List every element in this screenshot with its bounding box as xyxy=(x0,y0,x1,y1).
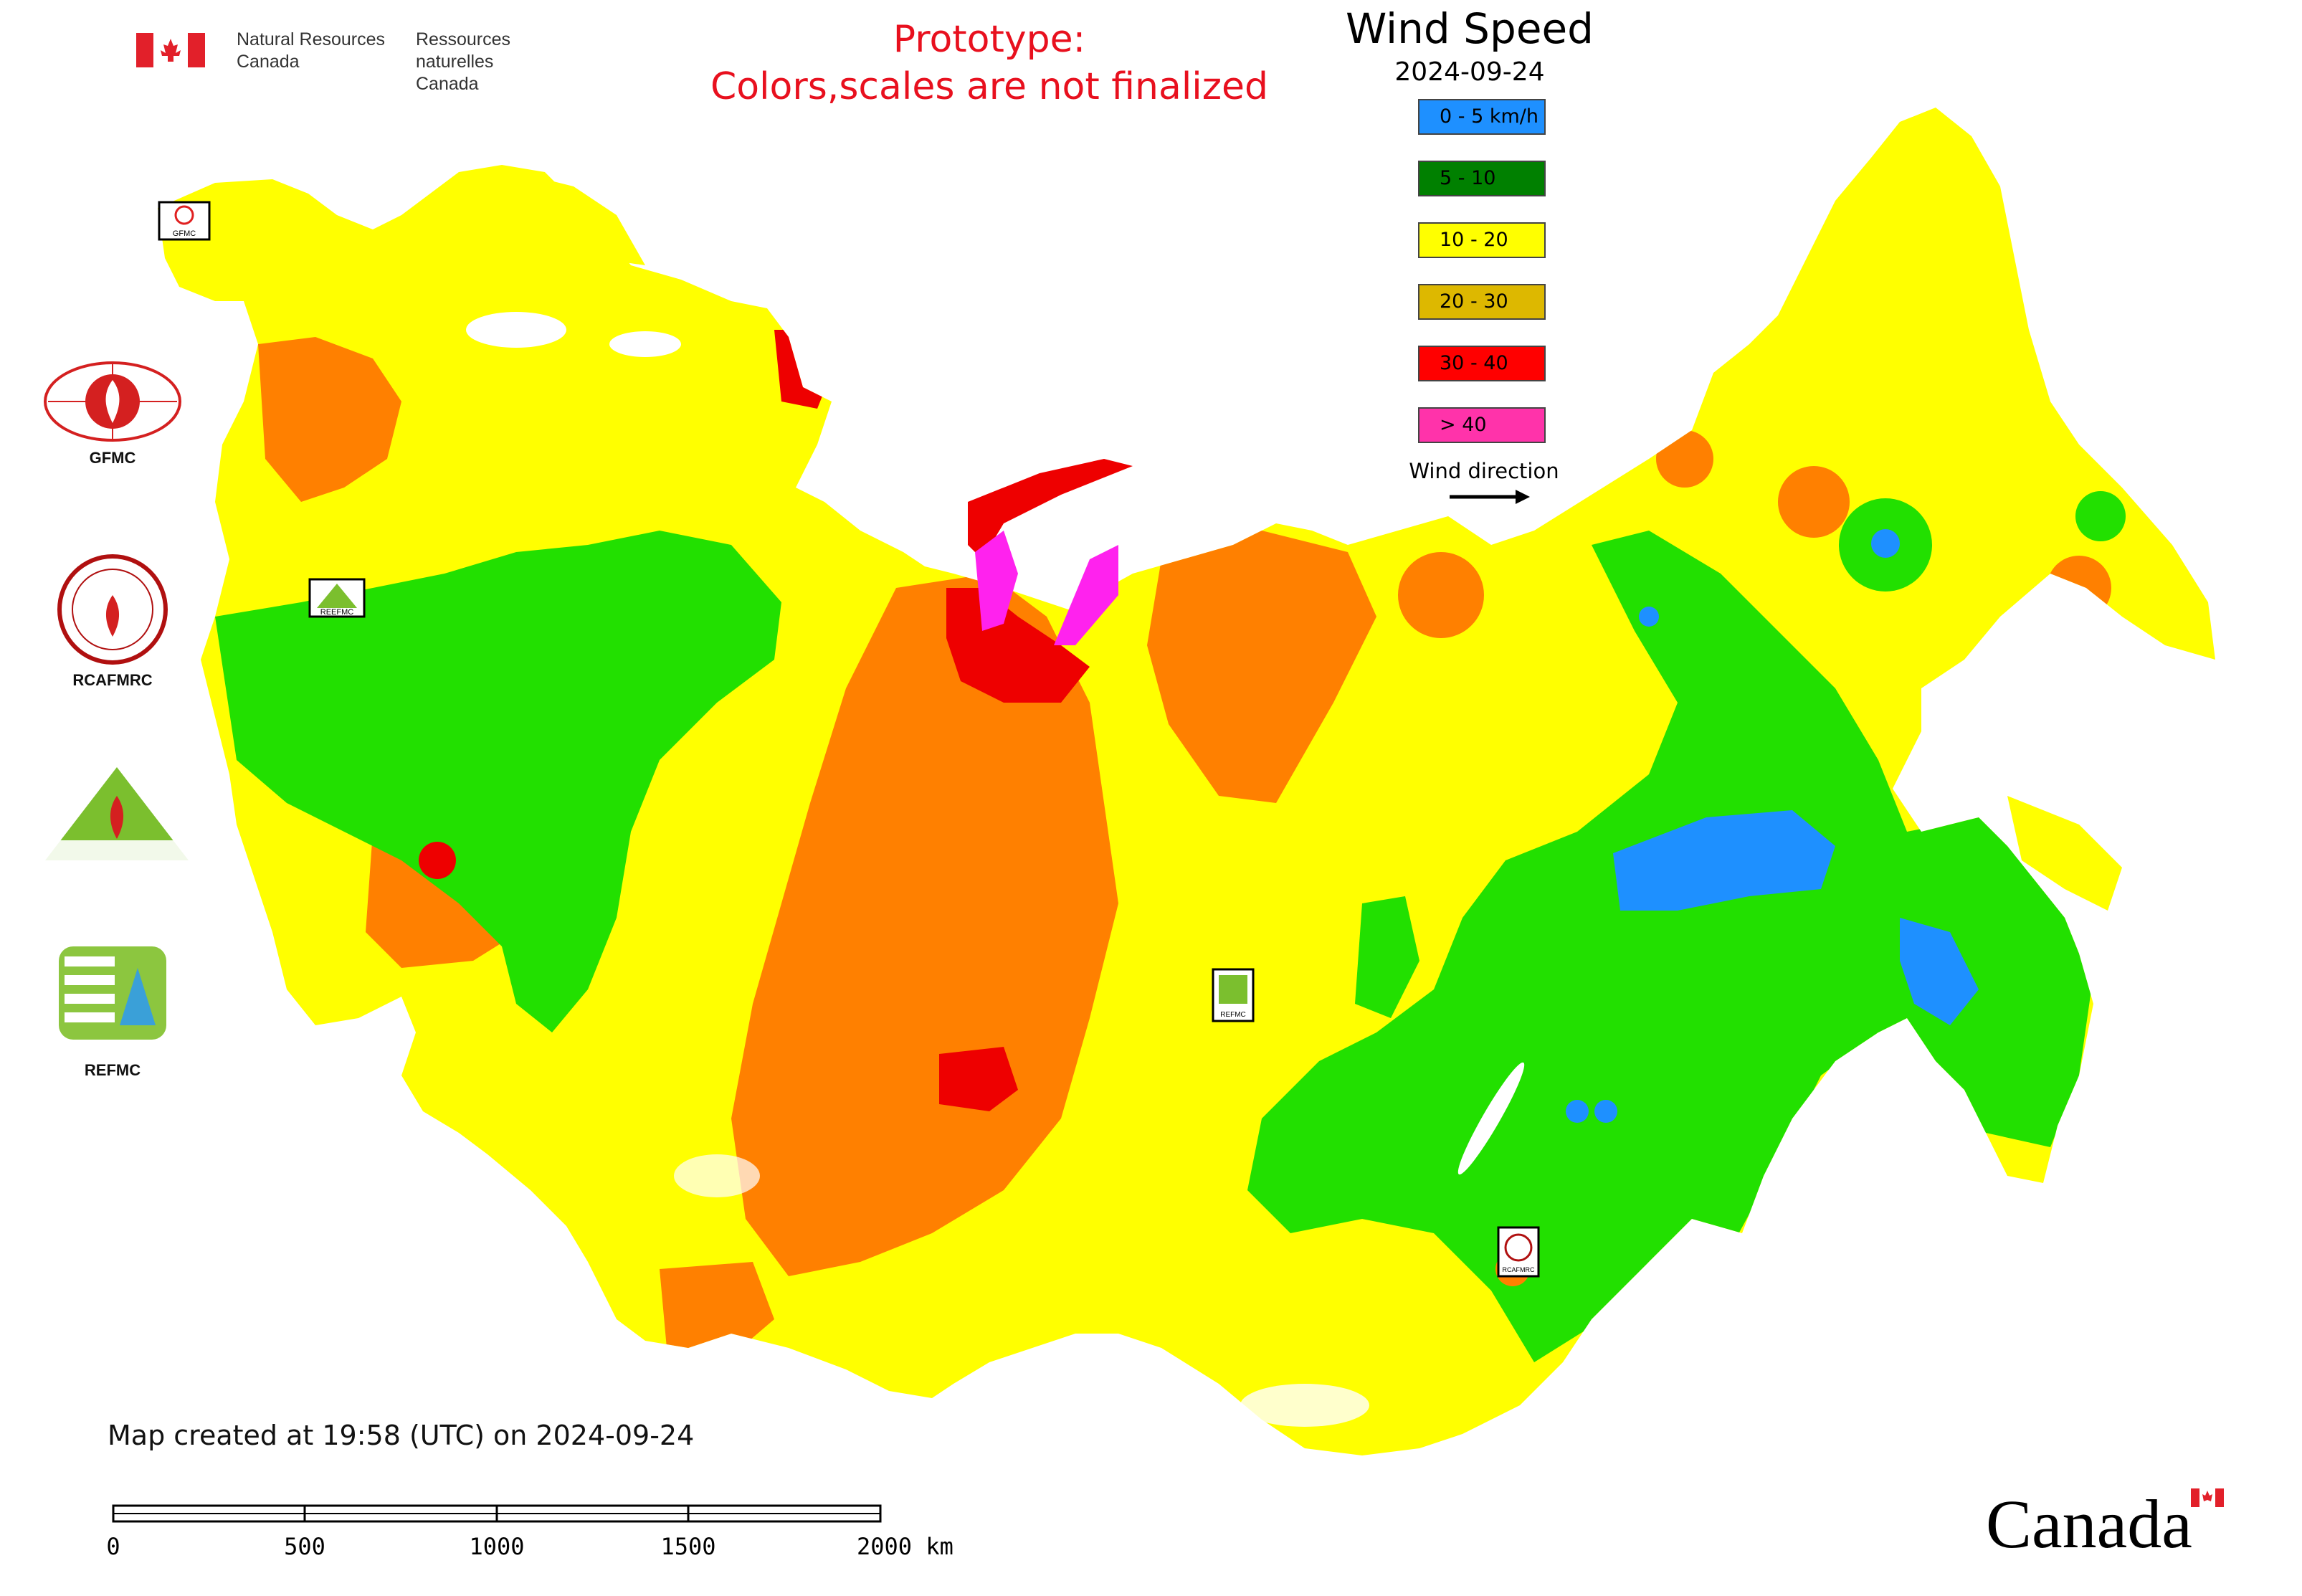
legend-item-5-10: 5 - 10 xyxy=(1418,161,1546,196)
scale-label-1500: 1500 xyxy=(660,1533,715,1560)
map-created-text: Map created at 19:58 (UTC) on 2024-09-24 xyxy=(108,1420,695,1451)
scale-label-500: 500 xyxy=(284,1533,325,1560)
map-marker-rcafmrc-label: RCAFMRC xyxy=(1503,1266,1535,1273)
prototype-notice: Prototype: Colors,scales are not finaliz… xyxy=(667,16,1312,110)
map-marker-reefmc: REEFMC xyxy=(308,578,366,618)
map-marker-gfmc: GFMC xyxy=(158,201,211,241)
nrcan-french: Ressources naturelles Canada xyxy=(416,29,581,95)
legend-item-over-40: > 40 xyxy=(1418,407,1546,443)
legend-item-0-5: 0 - 5 km/h xyxy=(1418,99,1546,135)
partner-refmc: REFMC xyxy=(52,939,173,1080)
partner-gfmc: GFMC xyxy=(37,358,188,467)
refmc-logo-icon xyxy=(59,946,166,1040)
partner-rcafmrc: RCAFMRC xyxy=(52,552,173,690)
nrcan-english-line2: Canada xyxy=(237,52,300,72)
legend-title: Wind Speed xyxy=(1345,4,1594,53)
partner-rcafmrc-label: RCAFMRC xyxy=(72,671,153,689)
legend-item-30-40: 30 - 40 xyxy=(1418,346,1546,381)
rcafmrc-logo-icon xyxy=(57,554,168,665)
legend-item-10-20: 10 - 20 xyxy=(1418,222,1546,258)
nrcan-signature: Natural Resources Canada Ressources natu… xyxy=(136,29,581,94)
map-marker-refmc: REFMC xyxy=(1212,968,1255,1022)
partner-refmc-label: REFMC xyxy=(84,1061,141,1079)
legend-item-20-30: 20 - 30 xyxy=(1418,284,1546,320)
scale-label-2000: 2000 km xyxy=(857,1533,953,1560)
nrcan-french-line2: Canada xyxy=(416,74,479,94)
nrcan-english: Natural Resources Canada xyxy=(237,29,385,73)
map-marker-rcafmrc: RCAFMRC xyxy=(1497,1226,1540,1278)
prototype-line2: Colors,scales are not finalized xyxy=(710,65,1269,108)
map-marker-refmc-label: REFMC xyxy=(1220,1011,1246,1019)
map-marker-gfmc-label: GFMC xyxy=(173,229,196,238)
partner-gfmc-label: GFMC xyxy=(89,449,136,467)
nrcan-french-line1: Ressources naturelles xyxy=(416,29,510,72)
canada-wordmark-text: Canada xyxy=(1986,1486,2192,1562)
nrcan-english-line1: Natural Resources xyxy=(237,29,386,49)
map-marker-reefmc-label: REEFMC xyxy=(320,608,354,617)
legend-date: 2024-09-24 xyxy=(1394,57,1545,87)
scale-label-0: 0 xyxy=(108,1533,120,1560)
reefmc-logo-icon xyxy=(42,767,191,860)
canada-wordmark-flag-icon xyxy=(2191,1488,2224,1507)
canada-wordmark: Canada xyxy=(1986,1486,2224,1562)
canada-flag-icon xyxy=(136,33,205,67)
scale-bar: 0 500 1000 1500 2000 km xyxy=(108,1504,953,1560)
wind-direction-label: Wind direction xyxy=(1409,459,1559,483)
prototype-line1: Prototype: xyxy=(893,18,1086,61)
gfmc-logo-icon xyxy=(44,361,181,442)
scale-label-1000: 1000 xyxy=(469,1533,524,1560)
wind-direction-arrow-icon xyxy=(1450,490,1530,504)
partner-reefmc xyxy=(34,760,199,872)
